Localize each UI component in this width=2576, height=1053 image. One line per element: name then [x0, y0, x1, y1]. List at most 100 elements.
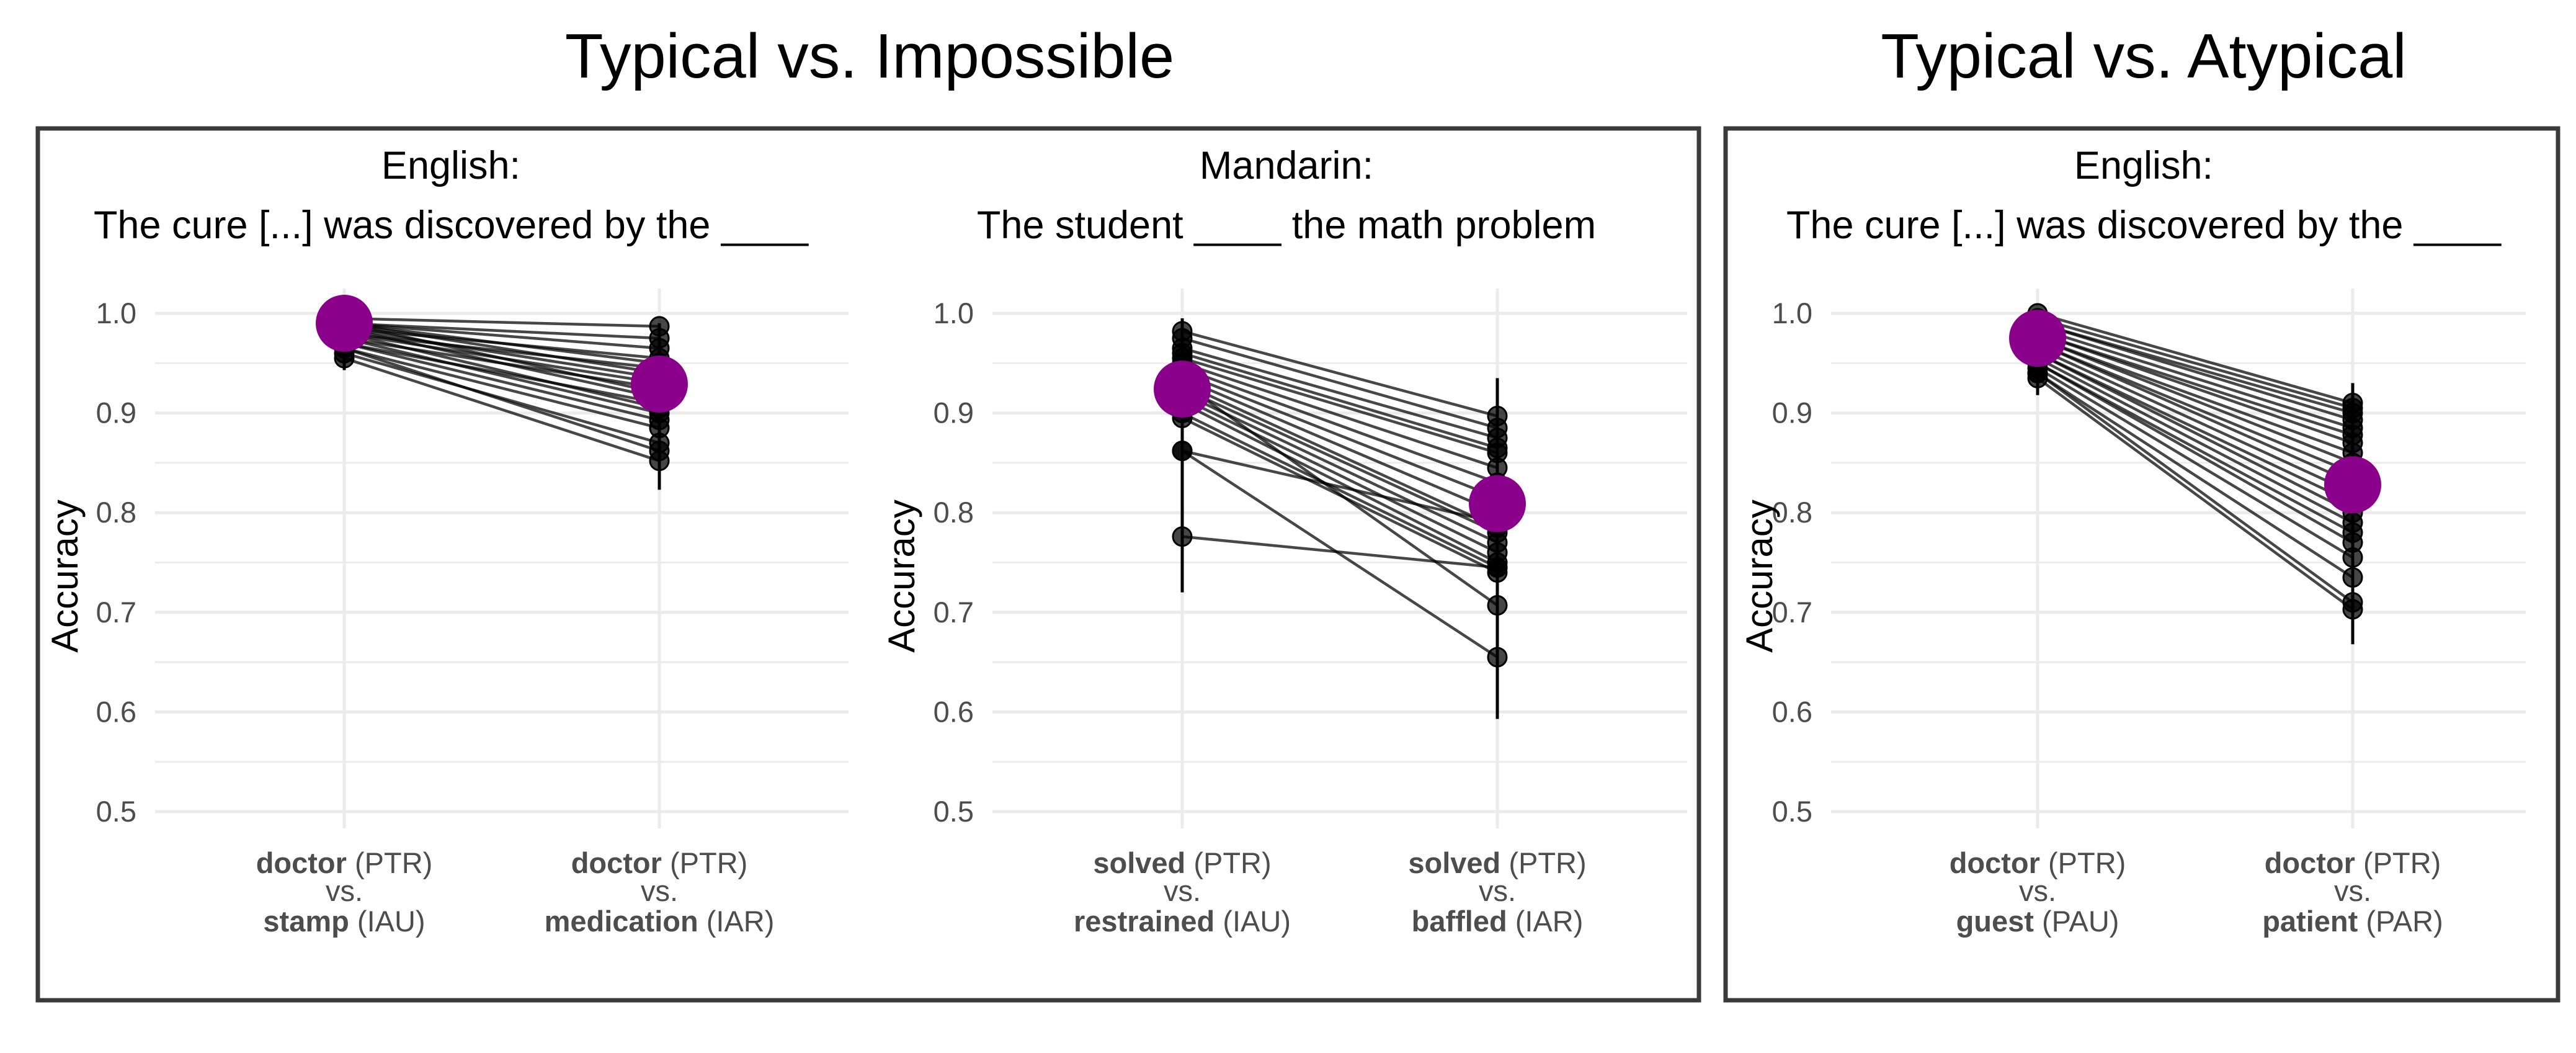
- y-tick-label: 0.6: [1772, 695, 1812, 728]
- series-line: [1182, 392, 1498, 544]
- series-line: [2037, 311, 2353, 405]
- x-tick-label-top: doctor (PTR): [571, 846, 748, 879]
- x-tick-label-bottom: guest (PAU): [1956, 905, 2119, 938]
- y-tick-label: 1.0: [96, 297, 136, 329]
- series-line: [2036, 362, 2354, 544]
- mean-point: [2009, 310, 2066, 367]
- series-line: [1181, 401, 1499, 564]
- y-tick-label: 1.0: [1772, 297, 1812, 329]
- series-line: [1181, 382, 1499, 607]
- x-tick-label-bottom: stamp (IAU): [263, 905, 425, 938]
- series-line: [344, 326, 660, 400]
- series-line: [1182, 387, 1498, 534]
- series-point: [2342, 567, 2363, 588]
- series-line: [344, 326, 660, 380]
- series-line: [1182, 397, 1498, 554]
- group-box-typical-vs-impossible: [35, 126, 1701, 1003]
- series-line: [344, 316, 660, 328]
- series-line: [2036, 377, 2354, 611]
- y-axis-label: Accuracy: [1739, 500, 1780, 653]
- y-tick-label: 1.0: [934, 297, 974, 329]
- group-title-typical-vs-atypical: Typical vs. Atypical: [1881, 22, 2407, 91]
- y-tick-label: 0.8: [96, 496, 136, 529]
- x-tick-label-vs: vs.: [2334, 874, 2371, 907]
- series-line: [2037, 326, 2353, 429]
- x-tick-label-top: doctor (PTR): [1950, 846, 2126, 879]
- series-line: [2037, 342, 2353, 485]
- group-box-typical-vs-atypical: [1723, 126, 2560, 1003]
- mean-point: [1154, 361, 1211, 418]
- series-line: [1182, 347, 1498, 439]
- series-line: [2036, 357, 2354, 524]
- y-tick-label: 0.8: [934, 496, 974, 529]
- series-line: [2037, 337, 2353, 454]
- series-line: [2037, 321, 2353, 421]
- panel-title-line2: The cure [...] was discovered by the ___…: [94, 204, 809, 247]
- y-tick-label: 0.6: [934, 695, 974, 728]
- series-line: [344, 321, 660, 340]
- series-line: [2037, 342, 2353, 475]
- series-line: [2037, 347, 2353, 495]
- y-tick-label: 0.5: [934, 795, 974, 828]
- series-line: [344, 321, 660, 395]
- series-point: [2342, 599, 2363, 620]
- series-line: [1182, 535, 1498, 569]
- x-tick-label-bottom: patient (PAR): [2262, 905, 2443, 938]
- panel-title-line1: Mandarin:: [1200, 144, 1373, 187]
- series-line: [1182, 357, 1498, 454]
- series-line: [344, 321, 660, 350]
- panel-title-line1: English:: [381, 144, 520, 187]
- mean-point: [2324, 456, 2381, 514]
- x-tick-label-top: solved (PTR): [1408, 846, 1586, 879]
- series-line: [344, 331, 660, 410]
- series-line: [2037, 337, 2353, 464]
- y-tick-label: 0.5: [1772, 795, 1812, 828]
- panel-1: English: The cure [...] was discovered by…: [44, 144, 849, 938]
- y-tick-label: 0.7: [96, 596, 136, 629]
- x-tick-label-top: doctor (PTR): [256, 846, 433, 879]
- panel-title-line1: English:: [2074, 144, 2213, 187]
- series-line: [2037, 331, 2353, 444]
- x-tick-label-bottom: medication (IAR): [545, 905, 775, 938]
- panel-title-line2: The cure [...] was discovered by the ___…: [1786, 204, 2502, 247]
- y-tick-label: 0.7: [1772, 596, 1812, 629]
- x-tick-label-vs: vs.: [641, 874, 678, 907]
- y-tick-label: 0.9: [1772, 397, 1812, 429]
- y-axis-label: Accuracy: [44, 500, 86, 653]
- series-line: [2036, 372, 2354, 604]
- series-point: [2342, 547, 2363, 568]
- panel-3: English: The cure [...] was discovered by…: [1739, 144, 2526, 938]
- series-point: [1487, 647, 1508, 668]
- series-line: [1182, 329, 1498, 418]
- series-point: [1487, 595, 1508, 616]
- mean-point: [316, 295, 373, 352]
- y-tick-label: 0.9: [96, 397, 136, 429]
- series-line: [2036, 362, 2354, 534]
- series-line: [344, 341, 660, 422]
- series-line: [2036, 372, 2354, 579]
- series-line: [1181, 449, 1499, 658]
- panel-2: Mandarin: The student ____ the math probl…: [881, 144, 1687, 938]
- x-tick-label-top: doctor (PTR): [2265, 846, 2441, 879]
- series-line: [2037, 316, 2353, 410]
- series-line: [1182, 377, 1498, 514]
- x-tick-label-bottom: restrained (IAU): [1074, 905, 1291, 938]
- series-line: [1182, 362, 1498, 470]
- series-line: [344, 336, 660, 414]
- x-tick-label-vs: vs.: [326, 874, 363, 907]
- series-line: [344, 347, 660, 429]
- series-line: [1182, 336, 1498, 429]
- y-tick-label: 0.6: [96, 695, 136, 728]
- y-tick-label: 0.5: [96, 795, 136, 828]
- series-line: [1182, 367, 1498, 485]
- x-tick-label-vs: vs.: [1164, 874, 1201, 907]
- series-line: [1182, 352, 1498, 449]
- series-line: [344, 321, 660, 375]
- series-line: [344, 321, 660, 365]
- x-tick-label-top: solved (PTR): [1093, 846, 1271, 879]
- mean-point: [1469, 475, 1526, 532]
- panel-title-line2: The student ____ the math problem: [977, 204, 1596, 247]
- x-tick-label-bottom: baffled (IAR): [1412, 905, 1584, 938]
- series-point: [1487, 557, 1508, 578]
